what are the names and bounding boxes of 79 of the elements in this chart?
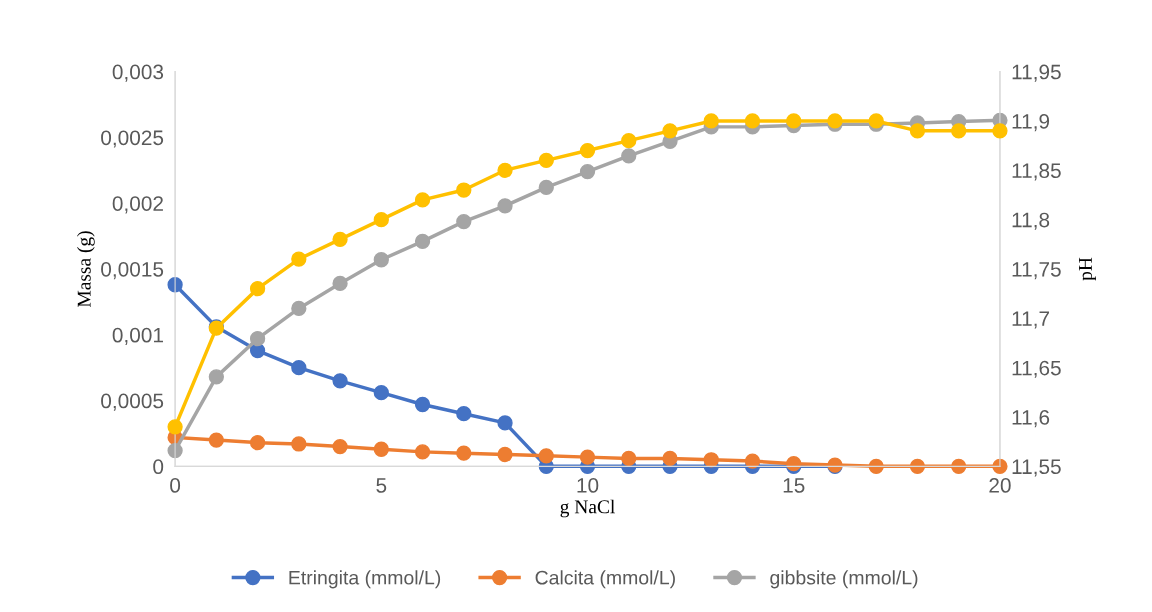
point <box>456 182 472 198</box>
point <box>456 445 472 461</box>
point <box>786 113 802 129</box>
legend-label: Etringita (mmol/L) <box>289 570 441 589</box>
y2-tick-label: 11,55 <box>1012 459 1061 477</box>
point <box>538 448 554 464</box>
point <box>291 251 307 267</box>
legend-label: Calcita (mmol/L) <box>535 570 675 589</box>
point <box>703 113 719 129</box>
x-tick-label: 5 <box>376 478 387 493</box>
point <box>538 152 554 169</box>
point <box>868 458 884 474</box>
point <box>208 432 224 448</box>
point <box>909 458 926 474</box>
y2-tick-label: 11,95 <box>1012 64 1061 82</box>
y-tick-label: 0,003 <box>112 64 164 82</box>
point <box>249 281 266 297</box>
point <box>909 123 926 139</box>
point <box>662 450 678 467</box>
point <box>621 450 637 467</box>
y-tick-label: 0,0015 <box>101 261 164 280</box>
point <box>662 123 678 139</box>
point <box>373 211 389 228</box>
y2-tick-label: 11,7 <box>1012 311 1050 329</box>
point <box>291 360 307 376</box>
point <box>414 192 431 208</box>
point <box>538 179 554 196</box>
point <box>332 373 348 389</box>
point <box>579 449 596 465</box>
point <box>497 198 513 214</box>
y-tick-label: 0,0005 <box>101 393 164 411</box>
point <box>951 458 967 474</box>
point <box>291 300 307 317</box>
point <box>621 148 637 164</box>
y-axis-title: Massa (g) <box>77 231 95 308</box>
point <box>579 142 596 159</box>
point <box>332 438 348 455</box>
point <box>249 435 266 451</box>
point <box>744 453 761 469</box>
point <box>332 275 348 292</box>
point <box>332 231 348 248</box>
point <box>373 385 389 401</box>
legend-label: gibbsite (mmol/L) <box>770 570 918 589</box>
point <box>414 396 431 413</box>
y2-tick-label: 11,65 <box>1012 360 1061 378</box>
y-tick-label: 0 <box>153 459 164 475</box>
point <box>497 415 513 431</box>
y2-axis-title: pH <box>1079 257 1096 281</box>
point <box>167 419 183 435</box>
point <box>744 113 761 129</box>
x-tick-label: 10 <box>577 478 599 493</box>
point <box>249 331 266 347</box>
y2-tick-label: 11,6 <box>1012 410 1050 428</box>
x-axis-title: g NaCl <box>560 499 615 518</box>
point <box>703 452 719 468</box>
point <box>992 123 1008 139</box>
y2-tick-label: 11,75 <box>1012 262 1061 280</box>
point <box>621 133 637 149</box>
point <box>456 213 472 230</box>
x-tick-label: 0 <box>170 478 181 493</box>
point <box>373 252 389 268</box>
x-tick-label: 20 <box>989 478 1011 493</box>
point <box>497 446 513 463</box>
point <box>579 163 596 180</box>
y2-tick-label: 11,85 <box>1012 163 1061 181</box>
y-tick-label: 0,001 <box>112 327 163 345</box>
x-tick-label: 15 <box>783 478 805 493</box>
point <box>497 162 513 178</box>
point <box>414 444 431 460</box>
point <box>414 233 431 249</box>
point <box>951 123 967 139</box>
point <box>373 441 389 457</box>
y-tick-label: 0,0025 <box>101 130 164 148</box>
y-tick-label: 0,002 <box>112 196 163 214</box>
point <box>456 406 472 422</box>
y2-tick-label: 11,9 <box>1012 113 1050 132</box>
point <box>208 369 224 385</box>
point <box>291 436 307 452</box>
y2-tick-label: 11,8 <box>1012 212 1050 230</box>
